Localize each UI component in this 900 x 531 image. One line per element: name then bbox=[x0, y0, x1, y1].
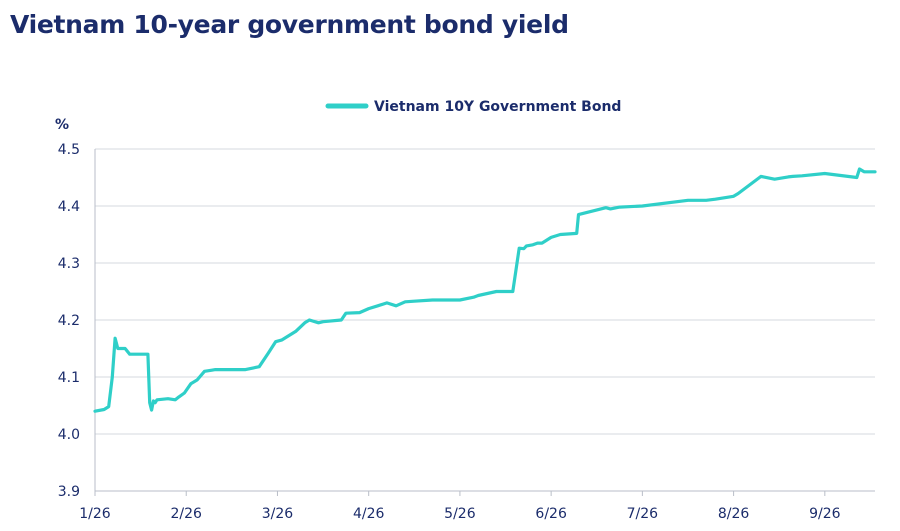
x-tick-label: 3/26 bbox=[262, 506, 294, 522]
x-tick-label: 8/26 bbox=[718, 506, 750, 522]
y-tick-label: 4.4 bbox=[58, 199, 80, 215]
y-tick-label: 4.2 bbox=[58, 313, 80, 329]
x-tick-label: 4/26 bbox=[353, 506, 385, 522]
legend-label: Vietnam 10Y Government Bond bbox=[374, 99, 621, 115]
y-tick-label: 4.3 bbox=[58, 256, 80, 272]
x-tick-label: 7/26 bbox=[627, 506, 659, 522]
y-axis-unit-label: % bbox=[55, 117, 69, 133]
x-tick-label: 5/26 bbox=[444, 506, 476, 522]
x-tick-label: 2/26 bbox=[171, 506, 203, 522]
legend: Vietnam 10Y Government Bond bbox=[325, 99, 621, 115]
axes bbox=[94, 149, 875, 492]
x-tick-labels: 1/26 2/26 3/26 4/26 5/26 6/26 7/26 8/26 9/26 bbox=[79, 491, 841, 522]
series-group bbox=[93, 167, 877, 413]
y-tick-label: 3.9 bbox=[58, 484, 80, 500]
y-tick-label: 4.5 bbox=[58, 142, 80, 158]
y-tick-label: 4.0 bbox=[58, 427, 80, 443]
y-tick-label: 4.1 bbox=[58, 370, 80, 386]
x-tick-label: 1/26 bbox=[79, 506, 111, 522]
x-tick-label: 6/26 bbox=[535, 506, 567, 522]
y-tick-labels: 3.9 4.0 4.1 4.2 4.3 4.4 4.5 bbox=[58, 142, 80, 500]
x-tick-label: 9/26 bbox=[809, 506, 841, 522]
grid-lines bbox=[95, 148, 875, 435]
series-line bbox=[93, 167, 877, 413]
page-title: Vietnam 10-year government bond yield bbox=[10, 10, 569, 39]
